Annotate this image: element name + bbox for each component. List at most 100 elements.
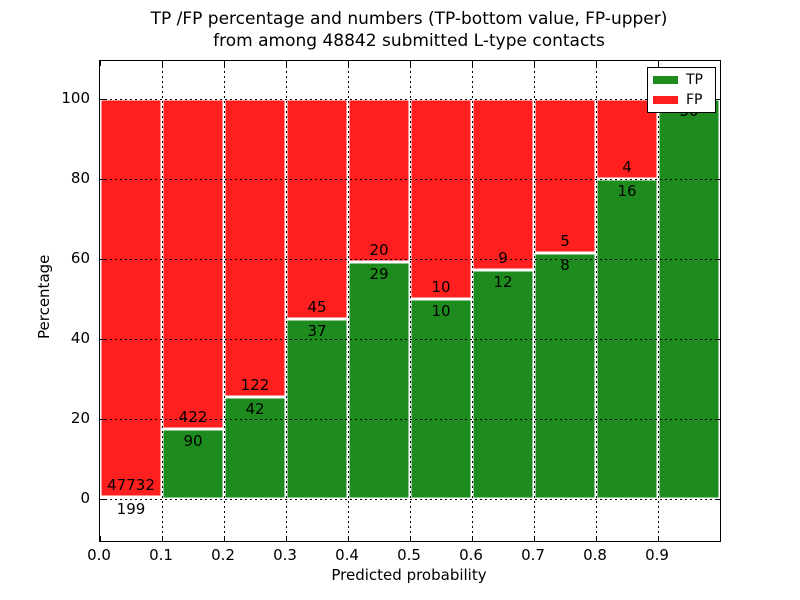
gridline-x-0.7 — [533, 61, 535, 541]
gridline-x-0.2 — [223, 61, 225, 541]
bar-7-fp-segment — [534, 99, 596, 253]
bar-4-fp-segment — [348, 99, 410, 263]
tick-x-bottom-0.7 — [534, 536, 535, 541]
legend-label-tp: TP — [686, 72, 703, 88]
bar-7-tp-segment — [534, 252, 596, 499]
bar-4-fp-count-label: 20 — [369, 241, 389, 260]
bar-0-fp-count-label: 47732 — [107, 476, 155, 495]
y-tick-label-0: 0 — [80, 489, 90, 507]
bar-2-tp-segment — [224, 396, 286, 499]
tick-y-right-40 — [715, 339, 720, 340]
chart-title-line1: TP /FP percentage and numbers (TP-bottom… — [150, 9, 668, 29]
bar-0-tp-count-label: 199 — [116, 500, 146, 519]
tick-x-bottom-0.0 — [100, 536, 101, 541]
bar-6-fp-count-label: 9 — [498, 249, 508, 268]
tick-x-top-0.9 — [658, 61, 659, 66]
chart-title: TP /FP percentage and numbers (TP-bottom… — [99, 8, 719, 52]
gridline-y-60 — [100, 258, 720, 260]
x-tick-label-0.1: 0.1 — [149, 546, 173, 564]
tick-x-top-0.3 — [286, 61, 287, 66]
bar-8-fp-count-label: 4 — [622, 158, 632, 176]
tick-y-left-40 — [100, 339, 105, 340]
tick-x-top-0.5 — [410, 61, 411, 66]
tick-x-bottom-0.6 — [472, 536, 473, 541]
bar-2-fp-segment — [224, 99, 286, 397]
bar-5-fp-count-label: 10 — [431, 278, 451, 296]
y-tick-label-60: 60 — [70, 249, 90, 267]
gridline-x-0.3 — [285, 61, 287, 541]
legend-label-fp: FP — [686, 92, 703, 108]
y-tick-label-20: 20 — [70, 409, 90, 427]
bar-7-fp-count-label: 5 — [560, 231, 570, 250]
bar-6-tp-segment — [472, 270, 534, 499]
bar-9-tp-segment — [658, 99, 720, 499]
tick-y-left-0 — [100, 499, 105, 500]
bar-3-tp-segment — [286, 318, 348, 499]
tick-y-right-80 — [715, 179, 720, 180]
legend-item-tp: TP — [648, 72, 715, 88]
x-tick-label-0.3: 0.3 — [273, 546, 297, 564]
tick-x-bottom-0.9 — [658, 536, 659, 541]
tick-x-bottom-0.1 — [162, 536, 163, 541]
y-axis-label: Percentage — [35, 254, 53, 339]
tick-x-top-0.1 — [162, 61, 163, 66]
gridline-y-20 — [100, 418, 720, 420]
gridline-x-0.5 — [409, 61, 411, 541]
x-tick-label-0.8: 0.8 — [583, 546, 607, 564]
bar-6-tp-count-label: 12 — [493, 273, 513, 292]
plot-area: TP FP 47732 199 422 90 122 42 45 37 20 29 10 10 9 12 5 8… — [99, 60, 721, 542]
bar-2-fp-count-label: 122 — [240, 375, 270, 394]
tick-x-top-0.6 — [472, 61, 473, 66]
gridline-x-0.4 — [347, 61, 349, 541]
bar-2-tp-count-label: 42 — [245, 399, 265, 418]
bar-1-fp-count-label: 422 — [178, 407, 208, 426]
bar-8-tp-count-label: 16 — [617, 182, 637, 200]
x-tick-label-0.0: 0.0 — [87, 546, 111, 564]
bar-1-fp-segment — [162, 99, 224, 429]
gridline-x-0.9 — [657, 61, 659, 541]
y-tick-label-80: 80 — [70, 169, 90, 187]
legend: TP FP — [647, 67, 716, 113]
bar-0-fp-segment — [100, 99, 162, 498]
x-tick-label-0.5: 0.5 — [397, 546, 421, 564]
legend-swatch-tp — [653, 76, 678, 84]
tick-y-left-100 — [100, 99, 105, 100]
tick-y-right-20 — [715, 419, 720, 420]
tick-x-top-0.4 — [348, 61, 349, 66]
gridline-y-40 — [100, 338, 720, 340]
bar-7-tp-count-label: 8 — [560, 255, 570, 274]
tick-y-left-20 — [100, 419, 105, 420]
bar-3-fp-count-label: 45 — [307, 297, 327, 316]
gridline-x-0.1 — [161, 61, 163, 541]
bar-1-tp-segment — [162, 428, 224, 499]
x-axis-label: Predicted probability — [331, 566, 487, 584]
tick-x-bottom-0.5 — [410, 536, 411, 541]
y-tick-label-100: 100 — [61, 89, 90, 107]
bar-3-tp-count-label: 37 — [307, 321, 327, 340]
gridline-y-0 — [100, 498, 720, 500]
bar-5-tp-segment — [410, 299, 472, 499]
x-tick-label-0.2: 0.2 — [211, 546, 235, 564]
tick-y-right-100 — [715, 99, 720, 100]
legend-item-fp: FP — [648, 92, 715, 108]
bar-6-fp-segment — [472, 99, 534, 271]
tick-y-left-80 — [100, 179, 105, 180]
tick-x-top-0.2 — [224, 61, 225, 66]
gridline-y-100 — [100, 98, 720, 100]
x-tick-label-0.6: 0.6 — [459, 546, 483, 564]
bar-4-tp-segment — [348, 262, 410, 499]
bar-1-tp-count-label: 90 — [183, 431, 203, 450]
gridline-x-0.6 — [471, 61, 473, 541]
tick-x-top-0.8 — [596, 61, 597, 66]
tick-x-bottom-0.2 — [224, 536, 225, 541]
gridline-x-0.8 — [595, 61, 597, 541]
tick-y-right-0 — [715, 499, 720, 500]
tick-x-bottom-0.8 — [596, 536, 597, 541]
bar-5-tp-count-label: 10 — [431, 302, 451, 320]
legend-swatch-fp — [653, 96, 678, 104]
tick-y-left-60 — [100, 259, 105, 260]
gridline-y-80 — [100, 178, 720, 180]
chart-title-line2: from among 48842 submitted L-type contac… — [213, 31, 605, 51]
x-tick-label-0.9: 0.9 — [645, 546, 669, 564]
